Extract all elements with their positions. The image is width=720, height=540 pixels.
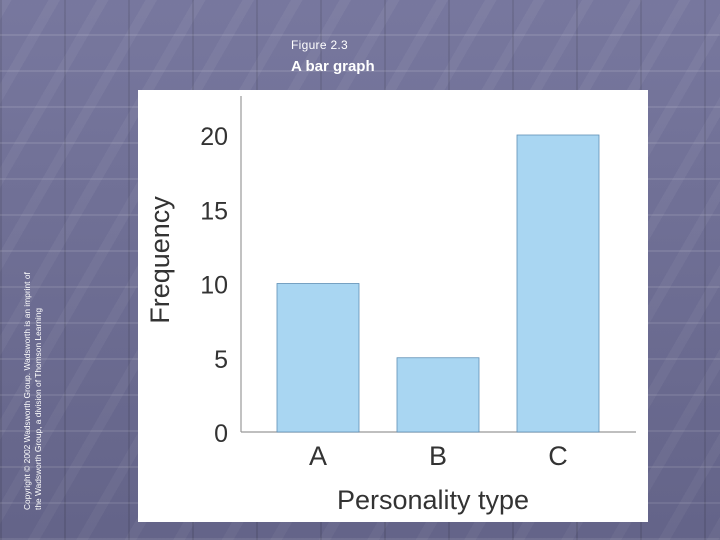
bar-a [276,283,360,433]
bars [276,134,600,433]
y-tick-label: 20 [200,123,228,151]
figure-number: Figure 2.3 [291,38,349,52]
bar-chart: 0 5 10 15 20 A B C Frequency Personality type [145,96,636,515]
x-tick-label: B [429,441,447,471]
figure-title: A bar graph [291,58,375,75]
y-tick-label: 0 [214,420,228,448]
chart-panel: 0 5 10 15 20 A B C Frequency Personality type [138,90,648,522]
y-tick-labels: 0 5 10 15 20 [200,123,228,448]
x-tick-label: A [309,441,327,471]
bar-c [516,134,600,433]
y-tick-label: 15 [200,197,228,225]
y-axis-label: Frequency [145,196,175,324]
x-tick-labels: A B C [309,441,568,471]
x-axis-label: Personality type [337,485,529,515]
copyright-notice: Copyright © 2002 Wadsworth Group. Wadswo… [22,272,43,510]
y-tick-label: 5 [214,346,228,374]
bar-b [396,357,480,433]
y-tick-label: 10 [200,272,228,300]
slide-header: Figure 2.3 A bar graph [291,38,375,75]
x-tick-label: C [548,441,568,471]
